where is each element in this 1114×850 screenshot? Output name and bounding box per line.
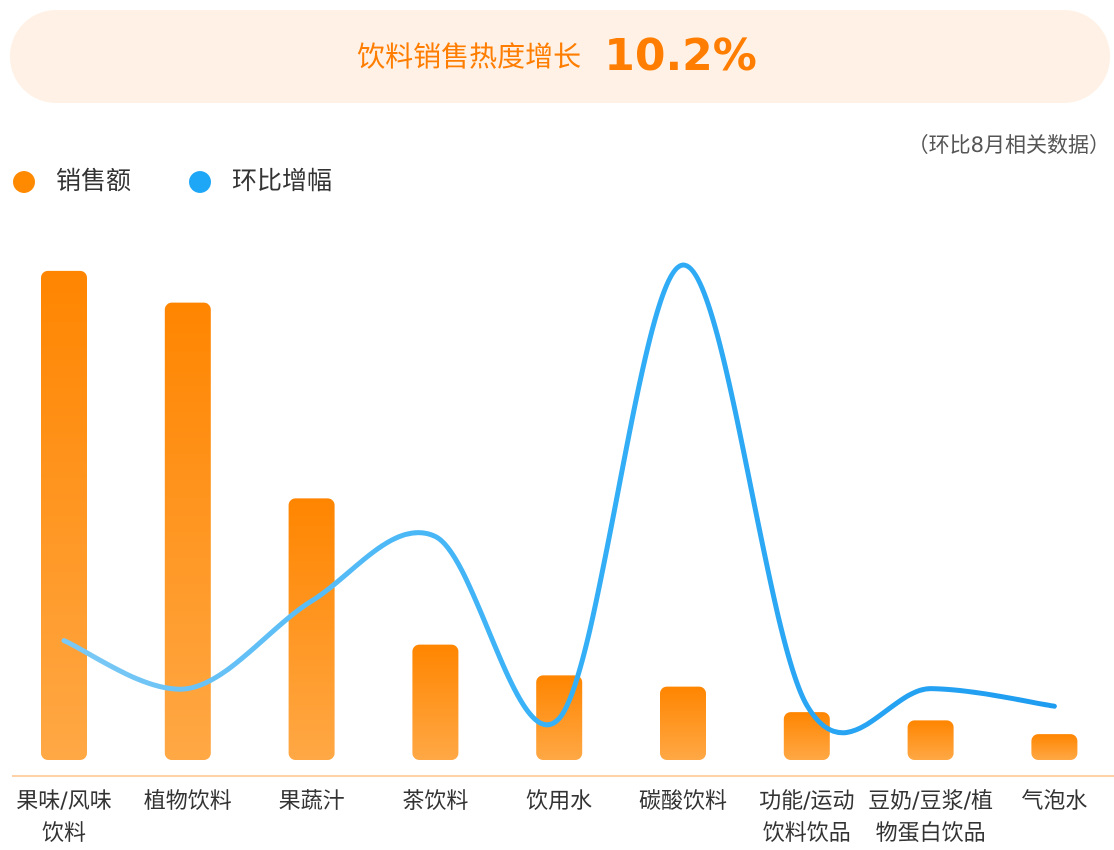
title-pill (10, 10, 1110, 103)
x-tick-label: 饮用水 (526, 789, 593, 814)
legend-label: 环比增幅 (232, 166, 332, 195)
bar (164, 302, 211, 760)
bar (412, 644, 459, 760)
note: （环比8月相关数据） (908, 133, 1110, 157)
x-tick-label: 碳酸饮料 (638, 789, 727, 814)
x-tick-label: 豆奶/豆浆/植 物蛋白饮品 (868, 789, 993, 846)
x-tick-label: 功能/运动 饮料饮品 (759, 789, 855, 846)
title-highlight: 10.2% (604, 30, 757, 81)
legend-marker (189, 171, 211, 193)
bar (1031, 734, 1078, 760)
x-tick-label: 茶饮料 (402, 789, 469, 814)
x-tick-label: 果蔬汁 (278, 789, 345, 814)
x-tick-label: 气泡水 (1021, 789, 1088, 814)
line (61, 262, 1057, 736)
title-text: 饮料销售热度增长 (357, 40, 581, 73)
legend-label: 销售额 (56, 166, 131, 195)
bar (783, 712, 830, 760)
legend-marker (13, 171, 35, 193)
x-tick-label: 果味/风味 饮料 (16, 789, 112, 846)
bar (660, 686, 706, 760)
bar (288, 498, 335, 760)
bar (907, 720, 954, 760)
bar (41, 270, 87, 760)
x-tick-label: 植物饮料 (143, 789, 232, 814)
title: 饮料销售热度增长 10.2% (357, 30, 757, 81)
